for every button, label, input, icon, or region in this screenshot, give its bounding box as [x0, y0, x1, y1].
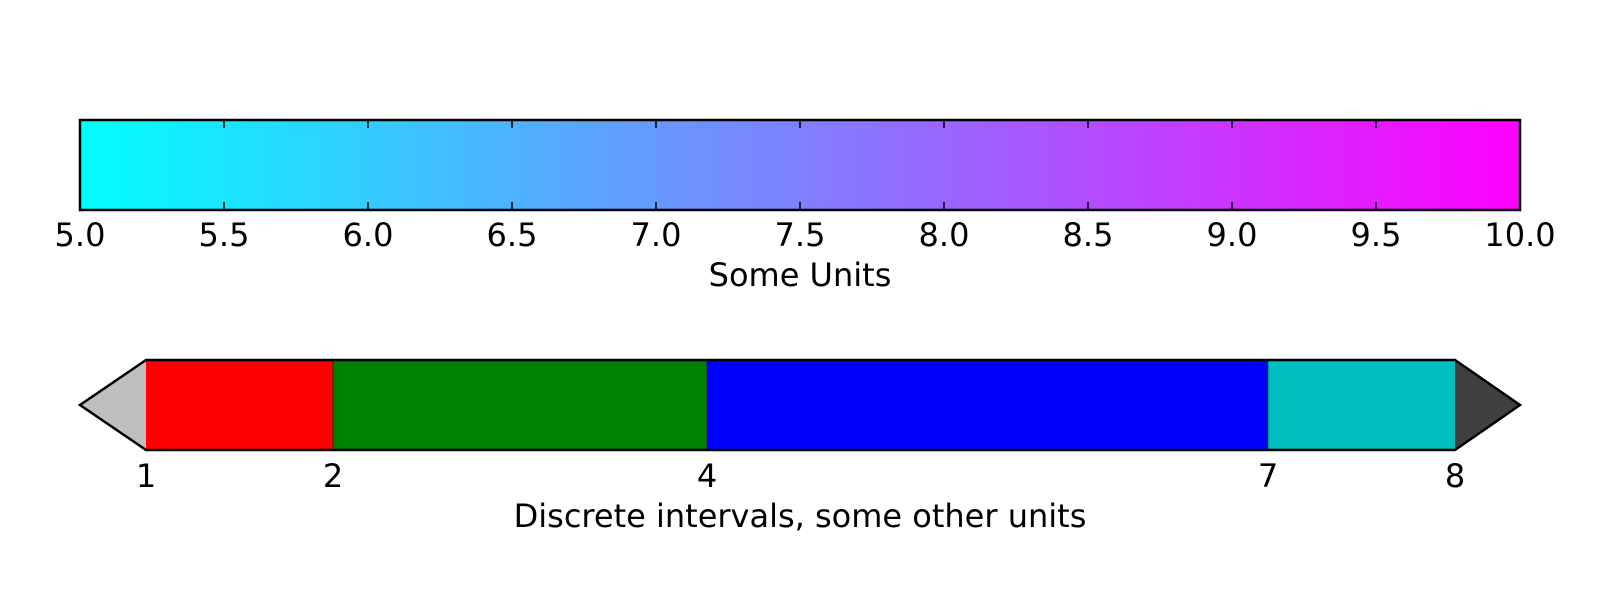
tick-label: 7	[1258, 457, 1278, 495]
colorbar-segment	[146, 360, 333, 450]
colorbar-extend-over-triangle	[1455, 360, 1520, 450]
colorbar-axis-label: Discrete intervals, some other units	[514, 497, 1087, 535]
colorbar-segments	[146, 360, 1455, 450]
tick-label: 7.5	[775, 216, 826, 254]
colorbar-extend-under-triangle	[80, 360, 146, 450]
colorbar-tick-labels: 5.0 5.5 6.0 6.5 7.0 7.5 8.0 8.5 9.0 9.5 10.0	[55, 216, 1556, 254]
tick-label: 5.5	[199, 216, 250, 254]
tick-label: 5.0	[55, 216, 106, 254]
tick-label: 8	[1445, 457, 1465, 495]
tick-label: 2	[323, 457, 343, 495]
tick-label: 6.5	[487, 216, 538, 254]
continuous-colorbar: 5.0 5.5 6.0 6.5 7.0 7.5 8.0 8.5 9.0 9.5 10.0 Some …	[55, 118, 1556, 294]
colorbar-segment	[333, 360, 707, 450]
colorbar-outline	[77, 358, 1523, 452]
tick-label: 4	[697, 457, 717, 495]
colorbar-segment	[1268, 360, 1455, 450]
tick-label: 8.0	[919, 216, 970, 254]
tick-label: 8.5	[1063, 216, 1114, 254]
discrete-colorbar: 1 2 4 7 8 Discrete intervals, some other uni…	[77, 358, 1523, 535]
colorbar-gradient-fill	[80, 120, 1520, 210]
colorbar-tick-labels: 1 2 4 7 8	[136, 457, 1465, 495]
colorbar-segment	[707, 360, 1268, 450]
colorbar-outline	[78, 118, 1522, 212]
colorbar-axis-label: Some Units	[709, 256, 892, 294]
tick-label: 6.0	[343, 216, 394, 254]
tick-label: 9.0	[1207, 216, 1258, 254]
tick-label: 9.5	[1351, 216, 1402, 254]
tick-label: 1	[136, 457, 156, 495]
tick-label: 10.0	[1484, 216, 1555, 254]
tick-label: 7.0	[631, 216, 682, 254]
